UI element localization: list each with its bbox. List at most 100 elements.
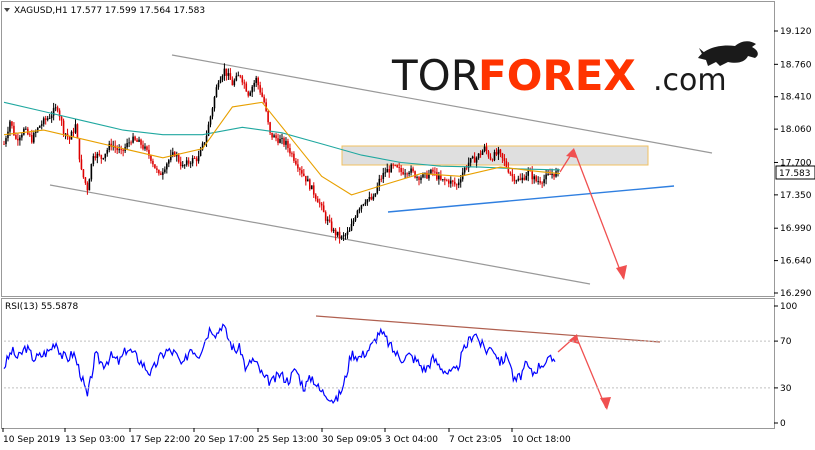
candle-body [213, 97, 216, 109]
candle [130, 140, 132, 146]
time-tick-label: 17 Sep 22:00 [130, 435, 190, 445]
rsi-forecast-down [575, 335, 607, 409]
candle [259, 81, 261, 95]
candle-body [36, 127, 39, 132]
candle-body [525, 175, 528, 180]
candle [140, 138, 142, 149]
candle [64, 133, 67, 140]
candle-body [9, 121, 11, 132]
candle [148, 144, 150, 159]
candle-body [434, 171, 436, 173]
candle-body [92, 156, 95, 165]
candle-body [185, 160, 188, 165]
candle [465, 165, 468, 171]
candle [517, 175, 520, 182]
candle-body [332, 229, 335, 231]
candle-body [455, 184, 458, 186]
candle [412, 166, 414, 173]
candle-body [277, 138, 279, 143]
candle [487, 149, 490, 159]
torforex-logo: TOR FOREX .com [391, 41, 758, 100]
time-tick-label: 3 Oct 04:00 [385, 435, 438, 445]
candle [293, 151, 295, 163]
candle-body [436, 172, 438, 180]
candle-body [21, 134, 23, 138]
candle [318, 198, 321, 208]
candle [446, 178, 448, 182]
candle [191, 155, 194, 167]
candle [249, 90, 252, 97]
candle [19, 135, 21, 146]
candle [303, 168, 305, 177]
candle-body [448, 180, 450, 184]
candle-body [547, 174, 549, 175]
candle-body [511, 173, 514, 177]
candle [177, 153, 180, 164]
candle-body [340, 236, 343, 239]
candle-body [132, 136, 134, 143]
candle [146, 145, 148, 152]
candle-body [515, 180, 518, 182]
candle [523, 174, 526, 181]
candle [205, 130, 208, 147]
candle [261, 87, 263, 98]
candle [134, 135, 136, 141]
candle-body [473, 156, 476, 163]
candle-body [537, 181, 539, 182]
candle-body [257, 77, 259, 86]
candle-body [211, 108, 214, 117]
candle [457, 178, 460, 189]
svg-text:.com: .com [653, 63, 727, 98]
candle-body [531, 171, 533, 180]
candle-body [138, 139, 140, 142]
candle [285, 137, 287, 150]
candle-body [193, 158, 196, 159]
candle-body [305, 175, 307, 182]
candle [444, 177, 446, 186]
candle [334, 227, 337, 241]
candle [404, 168, 406, 178]
candle [338, 227, 341, 244]
arrowhead-down [616, 265, 627, 280]
moving-averages [3, 101, 561, 196]
candle [461, 167, 464, 182]
candle-body [517, 178, 520, 181]
candle-body [281, 138, 283, 139]
candle-body [195, 158, 198, 162]
candle-body [221, 76, 224, 80]
candle-body [108, 143, 111, 150]
candle-body [400, 168, 402, 172]
candle-body [156, 168, 158, 170]
candle [42, 116, 45, 127]
candle [241, 74, 244, 86]
candle-body [110, 143, 113, 147]
candle [537, 176, 539, 185]
candle-body [74, 124, 77, 133]
candle-body [275, 135, 277, 139]
candle [203, 142, 206, 146]
candle-body [442, 179, 444, 180]
svg-text:TOR: TOR [391, 51, 480, 100]
candle [162, 168, 164, 180]
candle [253, 80, 255, 92]
candle-body [388, 169, 391, 173]
candle-body [273, 135, 275, 138]
candle [227, 68, 230, 80]
rsi-tick-label: 70 [780, 337, 792, 347]
candle [515, 179, 518, 184]
price-tick-label: 16.640 [780, 257, 812, 267]
candle [501, 152, 504, 163]
candle-body [509, 172, 512, 174]
candle-body [483, 146, 486, 151]
candle-body [495, 152, 498, 155]
candle [84, 176, 87, 185]
candle [499, 148, 502, 158]
candle [483, 143, 486, 153]
candle-body [140, 139, 142, 145]
candle [535, 174, 537, 183]
candle-body [82, 169, 85, 178]
candle-body [428, 173, 430, 179]
candle [56, 105, 59, 113]
candle [76, 123, 79, 139]
candle [48, 113, 51, 120]
